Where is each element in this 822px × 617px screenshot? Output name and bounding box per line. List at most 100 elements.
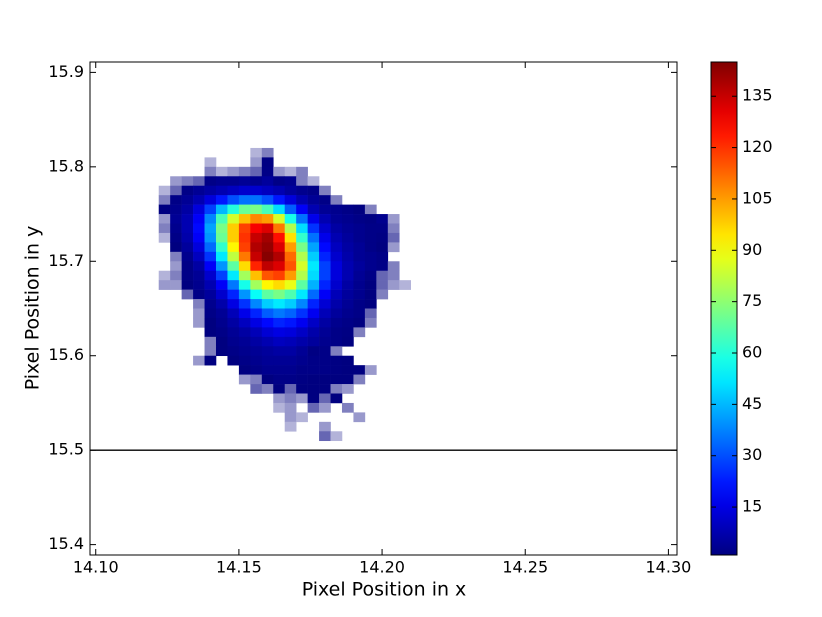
heat-cell <box>170 176 182 187</box>
heat-cell <box>330 242 343 253</box>
heat-cell <box>181 195 194 205</box>
heat-cell <box>204 242 217 253</box>
heat-cell <box>296 365 308 375</box>
heat-cell <box>273 195 286 205</box>
heat-cell <box>170 270 182 281</box>
heat-cell <box>319 185 331 196</box>
heat-cell <box>330 393 343 404</box>
heat-cell <box>330 289 343 300</box>
heat-cell <box>238 327 251 338</box>
heat-cell <box>330 214 343 224</box>
heat-cell <box>170 214 182 224</box>
heat-cell <box>330 280 343 290</box>
heat-cell <box>193 185 205 196</box>
heat-cell <box>376 289 389 300</box>
heat-cell <box>250 346 263 357</box>
heat-cell <box>273 299 286 309</box>
heat-cell <box>158 270 171 281</box>
heat-cell <box>227 299 240 309</box>
heat-cell <box>284 336 297 347</box>
heat-cell <box>341 289 354 300</box>
heat-cell <box>193 261 205 272</box>
heat-cell <box>307 185 320 196</box>
heat-cell <box>364 251 377 262</box>
heat-cell <box>341 280 354 290</box>
heat-cell <box>330 317 343 328</box>
heat-cell <box>250 270 263 281</box>
heat-cell <box>273 384 286 394</box>
heat-cell <box>250 308 263 319</box>
heat-cell <box>273 166 286 177</box>
heat-cell <box>273 289 286 300</box>
heat-cell <box>319 431 331 442</box>
heat-cell <box>227 223 240 234</box>
heat-cell <box>261 336 274 347</box>
heat-cell <box>181 289 194 300</box>
heat-cell <box>215 166 228 177</box>
heat-cell <box>204 346 217 357</box>
heat-cell <box>238 336 251 347</box>
heat-cell <box>181 185 194 196</box>
heat-cell <box>170 195 182 205</box>
heat-cell <box>376 251 389 262</box>
x-tick-label: 14.10 <box>73 558 119 577</box>
heat-cell <box>261 384 274 394</box>
heat-cell <box>296 299 308 309</box>
heat-cell <box>227 204 240 215</box>
heat-cell <box>193 251 205 262</box>
heat-cell <box>250 251 263 262</box>
heat-cell <box>341 308 354 319</box>
heat-cell <box>250 280 263 290</box>
heat-cell <box>204 261 217 272</box>
heat-cell <box>284 166 297 177</box>
heat-cell <box>158 195 171 205</box>
heat-cell <box>273 242 286 253</box>
heat-cell <box>330 336 343 347</box>
heat-cell <box>319 402 331 413</box>
heat-cell <box>170 242 182 253</box>
heat-cell <box>215 261 228 272</box>
heat-cell <box>158 280 171 290</box>
heat-cell <box>330 365 343 375</box>
heat-cell <box>181 251 194 262</box>
heat-cell <box>227 251 240 262</box>
heat-cell <box>284 327 297 338</box>
heat-cell <box>284 346 297 357</box>
heat-cell <box>238 223 251 234</box>
heat-cell <box>387 223 400 234</box>
heat-cell <box>319 365 331 375</box>
heat-cell <box>215 195 228 205</box>
heat-cell <box>330 308 343 319</box>
heat-cell <box>284 317 297 328</box>
heat-cell <box>307 242 320 253</box>
heat-cell <box>330 223 343 234</box>
heat-cell <box>387 214 400 224</box>
heat-cell <box>330 299 343 309</box>
heat-cell <box>273 336 286 347</box>
heat-cell <box>296 270 308 281</box>
heat-cell <box>193 242 205 253</box>
heat-cell <box>238 214 251 224</box>
heat-cell <box>284 393 297 404</box>
colorbar-tick-label: 90 <box>742 240 762 259</box>
heat-cell <box>284 242 297 253</box>
heat-cell <box>319 280 331 290</box>
heat-cell <box>273 393 286 404</box>
heat-cell <box>250 327 263 338</box>
heat-cell <box>376 232 389 243</box>
heat-cell <box>319 317 331 328</box>
heat-cell <box>227 355 240 366</box>
heat-cell <box>158 232 171 243</box>
heat-cell <box>238 299 251 309</box>
heat-cell <box>353 365 366 375</box>
heat-cell <box>387 232 400 243</box>
heat-cell <box>353 204 366 215</box>
heat-cell <box>353 280 366 290</box>
heat-cell <box>284 232 297 243</box>
heat-cell <box>238 317 251 328</box>
heat-cell <box>250 204 263 215</box>
heat-cell <box>273 355 286 366</box>
heat-cell <box>238 251 251 262</box>
heat-cell <box>273 223 286 234</box>
heat-cell <box>341 355 354 366</box>
